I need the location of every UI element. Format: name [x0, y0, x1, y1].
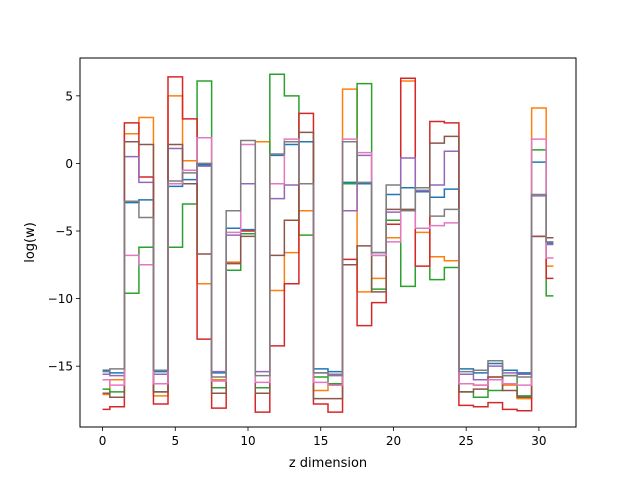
series-line-4 — [102, 76, 554, 413]
x-axis-label: z dimension — [289, 456, 367, 471]
series-line-6 — [102, 131, 554, 400]
x-tick-label: 20 — [386, 434, 401, 448]
series-line-7 — [102, 137, 554, 386]
x-tick-label: 30 — [531, 434, 546, 448]
series-layer — [102, 73, 554, 413]
y-axis-ticks: −15 −10 −5 0 5 — [48, 89, 80, 374]
y-tick-label: 5 — [65, 89, 73, 103]
x-tick-label: 10 — [240, 434, 255, 448]
y-tick-label: 0 — [65, 157, 73, 171]
series-line-3 — [102, 73, 554, 399]
x-tick-label: 25 — [459, 434, 474, 448]
y-tick-label: −15 — [48, 360, 73, 374]
x-tick-label: 5 — [171, 434, 179, 448]
y-tick-label: −10 — [48, 292, 73, 306]
axes-frame — [79, 57, 577, 428]
x-tick-label: 0 — [99, 434, 107, 448]
x-tick-label: 15 — [313, 434, 328, 448]
x-axis-ticks: 0 5 10 15 20 25 30 — [99, 427, 547, 448]
series-line-1 — [102, 141, 554, 374]
series-line-8 — [102, 139, 554, 378]
y-axis-label: log(w) — [23, 222, 38, 263]
y-tick-label: −5 — [55, 225, 73, 239]
